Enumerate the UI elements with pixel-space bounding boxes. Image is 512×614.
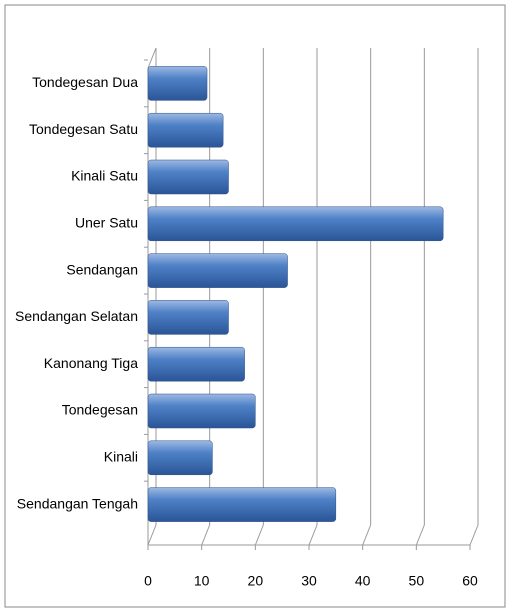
y-tick-label: Uner Satu (75, 215, 138, 231)
bar (147, 253, 288, 288)
axis-wall (147, 47, 157, 69)
bar (147, 346, 245, 382)
x-tick-label: 0 (144, 573, 152, 589)
y-tick-label: Sendangan Selatan (15, 308, 138, 324)
bar (147, 206, 444, 242)
grid-line (469, 524, 479, 546)
x-tick-label: 40 (355, 573, 371, 589)
grid-line (415, 524, 425, 546)
x-tick-label: 20 (248, 573, 264, 589)
y-tick-label: Tondegesan Satu (29, 121, 138, 137)
y-tick-label: Sendangan Tengah (17, 495, 138, 511)
bar (147, 66, 208, 101)
grid-line (147, 524, 157, 546)
x-tick-label: 30 (301, 573, 317, 589)
y-tick-label: Sendangan (66, 261, 138, 277)
grid-line (201, 524, 211, 546)
y-tick-label: Kanonang Tiga (44, 355, 138, 371)
y-tick-label: Tondegesan Dua (32, 74, 138, 90)
y-tick-label: Kinali (104, 449, 138, 465)
bar (147, 159, 229, 195)
y-tick-label: Tondegesan (62, 402, 138, 418)
bar (147, 487, 337, 522)
x-tick-label: 50 (409, 573, 425, 589)
bar (147, 440, 213, 476)
grid-line (308, 524, 318, 546)
bar (147, 112, 224, 148)
x-tick-label: 10 (194, 573, 210, 589)
x-tick-label: 60 (462, 573, 478, 589)
grid-line (362, 524, 372, 546)
y-tick-label: Kinali Satu (71, 168, 138, 184)
bar (147, 300, 229, 335)
grid-line (254, 524, 264, 546)
bar (147, 393, 256, 429)
